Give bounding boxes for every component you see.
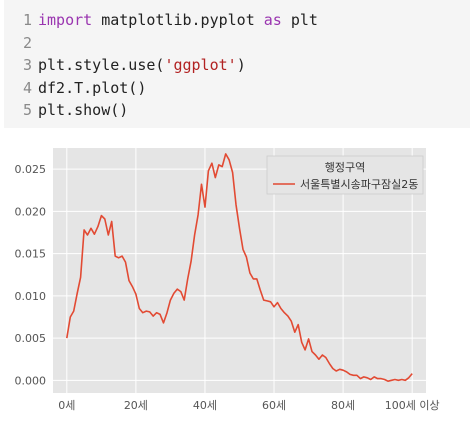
- series-line: [66, 153, 413, 382]
- code-line: 5 plt.show(): [4, 99, 470, 122]
- x-tick-label: 100세 이상: [385, 399, 440, 412]
- code-keyword: as: [263, 11, 282, 29]
- series-layer: [66, 153, 413, 382]
- legend-box: [266, 155, 424, 195]
- y-tick-label: 0.015: [15, 248, 47, 261]
- line-number: 3: [22, 56, 32, 74]
- line-number: 5: [22, 101, 32, 119]
- x-tick-label: 80세: [331, 399, 355, 412]
- plot-output: 0.000 0.005 0.010 0.015 0.020 0.025 0세 20세 40세 6…: [0, 128, 474, 443]
- line-number: 4: [22, 78, 32, 97]
- code-line: 4 df2.T.plot(): [4, 77, 470, 100]
- code-text: df2.T.plot(): [38, 78, 147, 97]
- code-line: 3 plt.style.use('ggplot'): [4, 54, 470, 77]
- x-tick-label: 20세: [124, 399, 148, 412]
- code-text: plt.show(): [38, 101, 129, 119]
- x-axis-ticks: 0세 20세 40세 60세 80세 100세 이상: [58, 399, 439, 412]
- legend-title: 행정구역: [325, 161, 365, 174]
- line-number: 1: [22, 11, 32, 29]
- code-line: 1 import matplotlib.pyplot as plt: [4, 9, 470, 32]
- code-keyword: import: [38, 11, 93, 29]
- x-tick-label: 0세: [58, 399, 75, 412]
- legend-series-label: 서울특별시송파구잠실2동: [300, 178, 418, 191]
- line-number: 2: [22, 33, 32, 52]
- code-text: plt: [281, 11, 318, 29]
- code-text: ): [236, 56, 246, 74]
- y-tick-label: 0.005: [15, 332, 47, 345]
- y-tick-label: 0.025: [15, 163, 47, 176]
- y-tick-label: 0.000: [15, 374, 47, 387]
- code-text: matplotlib.pyplot: [92, 11, 264, 29]
- line-chart: 0.000 0.005 0.010 0.015 0.020 0.025 0세 20세 40세 6…: [15, 148, 440, 412]
- x-tick-label: 40세: [193, 399, 217, 412]
- grid-lines: [53, 148, 426, 393]
- code-string: 'ggplot': [164, 56, 237, 74]
- x-tick-label: 60세: [262, 399, 286, 412]
- code-line: 2: [4, 32, 470, 55]
- code-text: plt.style.use(: [38, 56, 165, 74]
- code-cell[interactable]: 1 import matplotlib.pyplot as plt 2 3 plt.st…: [4, 0, 470, 128]
- legend: 행정구역 서울특별시송파구잠실2동: [266, 155, 424, 195]
- y-tick-label: 0.020: [15, 205, 47, 218]
- y-tick-label: 0.010: [15, 290, 47, 303]
- y-axis-ticks: 0.000 0.005 0.010 0.015 0.020 0.025: [15, 163, 47, 387]
